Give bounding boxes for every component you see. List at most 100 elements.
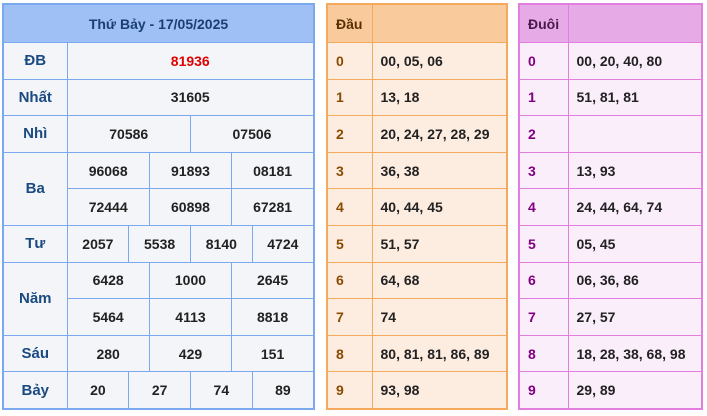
duoi-digit: 3 bbox=[518, 151, 569, 190]
prize-value: 20 bbox=[66, 371, 130, 410]
prize-label: Nhì bbox=[2, 115, 68, 153]
prize-label: ĐB bbox=[2, 42, 68, 80]
duoi-numbers: 24, 44, 64, 74 bbox=[567, 188, 703, 226]
duoi-row: 6 06, 36, 86 bbox=[518, 261, 703, 300]
prize-value: 08181 bbox=[231, 151, 315, 190]
prize-label: Ba bbox=[2, 151, 68, 226]
results-title: Thứ Bảy - 17/05/2025 bbox=[2, 3, 315, 43]
dau-row: 9 93, 98 bbox=[326, 371, 508, 410]
dau-row: 5 51, 57 bbox=[326, 224, 508, 263]
duoi-digit: 2 bbox=[518, 115, 569, 153]
prize-value: 5538 bbox=[128, 224, 191, 263]
duoi-header-empty bbox=[567, 3, 703, 43]
prize-label: Tư bbox=[2, 224, 68, 263]
dau-digit: 9 bbox=[326, 371, 373, 410]
dau-digit: 5 bbox=[326, 224, 373, 263]
prize-label: Bảy bbox=[2, 371, 68, 410]
duoi-row: 2 bbox=[518, 115, 703, 153]
duoi-row: 9 29, 89 bbox=[518, 371, 703, 410]
duoi-row: 8 18, 28, 38, 68, 98 bbox=[518, 334, 703, 373]
prize-value: 67281 bbox=[231, 188, 315, 226]
prize-value: 81936 bbox=[66, 42, 315, 80]
prize-value: 4113 bbox=[148, 298, 233, 336]
dau-numbers: 93, 98 bbox=[371, 371, 508, 410]
duoi-table: Đuôi 0 00, 20, 40, 80 1 51, 81, 81 2 3 13, 93 4… bbox=[518, 3, 703, 410]
prize-value: 60898 bbox=[148, 188, 233, 226]
dau-digit: 0 bbox=[326, 42, 373, 80]
duoi-header: Đuôi bbox=[518, 3, 569, 43]
dau-row: 1 13, 18 bbox=[326, 78, 508, 117]
prize-label: Sáu bbox=[2, 334, 68, 373]
prize-value: 4724 bbox=[251, 224, 315, 263]
prize-value: 280 bbox=[66, 334, 150, 373]
duoi-digit: 8 bbox=[518, 334, 569, 373]
dau-numbers: 00, 05, 06 bbox=[371, 42, 508, 80]
duoi-numbers: 27, 57 bbox=[567, 298, 703, 336]
duoi-digit: 9 bbox=[518, 371, 569, 410]
dau-numbers: 51, 57 bbox=[371, 224, 508, 263]
duoi-numbers: 18, 28, 38, 68, 98 bbox=[567, 334, 703, 373]
results-table: Thứ Bảy - 17/05/2025 ĐB 81936 Nhất 31605 N… bbox=[2, 3, 315, 410]
dau-numbers: 36, 38 bbox=[371, 151, 508, 190]
prize-value: 151 bbox=[231, 334, 315, 373]
duoi-numbers: 29, 89 bbox=[567, 371, 703, 410]
duoi-row: 4 24, 44, 64, 74 bbox=[518, 188, 703, 226]
dau-numbers: 64, 68 bbox=[371, 261, 508, 300]
prize-value: 1000 bbox=[148, 261, 233, 300]
duoi-numbers bbox=[567, 115, 703, 153]
prize-label: Nhất bbox=[2, 78, 68, 117]
prize-value: 74 bbox=[189, 371, 253, 410]
prize-value: 07506 bbox=[189, 115, 315, 153]
dau-row: 2 20, 24, 27, 28, 29 bbox=[326, 115, 508, 153]
prize-value: 91893 bbox=[148, 151, 233, 190]
dau-numbers: 20, 24, 27, 28, 29 bbox=[371, 115, 508, 153]
prize-value: 27 bbox=[128, 371, 191, 410]
duoi-row: 0 00, 20, 40, 80 bbox=[518, 42, 703, 80]
prize-value: 429 bbox=[148, 334, 233, 373]
dau-digit: 8 bbox=[326, 334, 373, 373]
duoi-numbers: 06, 36, 86 bbox=[567, 261, 703, 300]
dau-header-empty bbox=[371, 3, 508, 43]
duoi-digit: 4 bbox=[518, 188, 569, 226]
prize-value: 70586 bbox=[66, 115, 191, 153]
dau-digit: 3 bbox=[326, 151, 373, 190]
prize-value: 5464 bbox=[66, 298, 150, 336]
duoi-row: 7 27, 57 bbox=[518, 298, 703, 336]
duoi-numbers: 00, 20, 40, 80 bbox=[567, 42, 703, 80]
dau-row: 4 40, 44, 45 bbox=[326, 188, 508, 226]
duoi-digit: 0 bbox=[518, 42, 569, 80]
prize-value: 89 bbox=[251, 371, 315, 410]
prize-value: 96068 bbox=[66, 151, 150, 190]
dau-digit: 6 bbox=[326, 261, 373, 300]
duoi-digit: 7 bbox=[518, 298, 569, 336]
duoi-row: 5 05, 45 bbox=[518, 224, 703, 263]
prize-value: 2645 bbox=[231, 261, 315, 300]
duoi-digit: 6 bbox=[518, 261, 569, 300]
dau-digit: 4 bbox=[326, 188, 373, 226]
dau-row: 8 80, 81, 81, 86, 89 bbox=[326, 334, 508, 373]
dau-numbers: 74 bbox=[371, 298, 508, 336]
prize-value: 2057 bbox=[66, 224, 130, 263]
duoi-numbers: 51, 81, 81 bbox=[567, 78, 703, 117]
duoi-digit: 5 bbox=[518, 224, 569, 263]
dau-row: 3 36, 38 bbox=[326, 151, 508, 190]
dau-row: 7 74 bbox=[326, 298, 508, 336]
dau-numbers: 40, 44, 45 bbox=[371, 188, 508, 226]
duoi-numbers: 13, 93 bbox=[567, 151, 703, 190]
prize-value: 72444 bbox=[66, 188, 150, 226]
prize-value: 6428 bbox=[66, 261, 150, 300]
dau-row: 0 00, 05, 06 bbox=[326, 42, 508, 80]
dau-digit: 1 bbox=[326, 78, 373, 117]
dau-table: Đầu 0 00, 05, 06 1 13, 18 2 20, 24, 27, 28, 2… bbox=[326, 3, 508, 410]
duoi-row: 1 51, 81, 81 bbox=[518, 78, 703, 117]
dau-digit: 7 bbox=[326, 298, 373, 336]
prize-label: Năm bbox=[2, 261, 68, 336]
prize-value: 8140 bbox=[189, 224, 253, 263]
prize-value: 31605 bbox=[66, 78, 315, 117]
prize-value: 8818 bbox=[231, 298, 315, 336]
dau-digit: 2 bbox=[326, 115, 373, 153]
duoi-row: 3 13, 93 bbox=[518, 151, 703, 190]
dau-numbers: 80, 81, 81, 86, 89 bbox=[371, 334, 508, 373]
duoi-numbers: 05, 45 bbox=[567, 224, 703, 263]
dau-numbers: 13, 18 bbox=[371, 78, 508, 117]
